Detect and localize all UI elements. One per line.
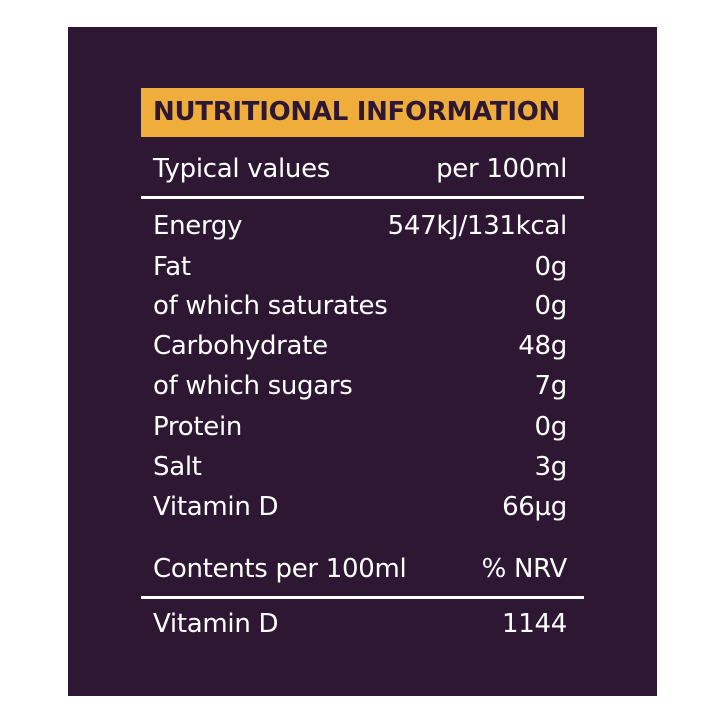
nrv-header-label: Contents per 100ml — [153, 554, 407, 584]
nutrient-label: Fat — [153, 252, 191, 282]
typical-values-row: Typical values per 100ml — [153, 150, 567, 188]
nutrient-value: 48g — [518, 331, 567, 361]
nutrient-row-fat: Fat 0g — [153, 248, 567, 286]
nrv-header-value: % NRV — [481, 554, 568, 584]
nutrient-label: Carbohydrate — [153, 331, 328, 361]
nrv-label: Vitamin D — [153, 609, 279, 639]
nutrient-value: 0g — [534, 412, 568, 442]
nutrient-label: of which saturates — [153, 291, 388, 321]
nutrient-label: Energy — [153, 211, 243, 241]
nutrient-value: 547kJ/131kcal — [387, 211, 568, 241]
title-banner — [141, 88, 584, 137]
typical-values-unit: per 100ml — [436, 154, 567, 184]
nutrient-value: 0g — [534, 252, 568, 282]
nutrient-row-vitamin-d: Vitamin D 66µg — [153, 488, 567, 526]
nutrient-value: 0g — [534, 291, 568, 321]
nutrient-label: Vitamin D — [153, 492, 279, 522]
nutrient-value: 3g — [534, 452, 568, 482]
divider — [141, 596, 584, 599]
nrv-value: 1144 — [502, 609, 567, 639]
nutrient-row-saturates: of which saturates 0g — [153, 287, 567, 325]
nutrient-label: Salt — [153, 452, 202, 482]
divider — [141, 196, 584, 199]
nutrient-label: of which sugars — [153, 371, 353, 401]
nrv-header-row: Contents per 100ml % NRV — [153, 550, 567, 588]
nrv-row-vitamin-d: Vitamin D 1144 — [153, 605, 567, 643]
nutrient-row-salt: Salt 3g — [153, 448, 567, 486]
typical-values-label: Typical values — [153, 154, 331, 184]
nutrient-value: 66µg — [502, 492, 567, 522]
nutrition-panel — [68, 27, 657, 696]
nutrient-row-energy: Energy 547kJ/131kcal — [153, 207, 567, 245]
nutrient-label: Protein — [153, 412, 243, 442]
nutrition-title: NUTRITIONAL INFORMATION — [153, 97, 560, 127]
nutrient-value: 7g — [534, 371, 568, 401]
nutrient-row-sugars: of which sugars 7g — [153, 367, 567, 405]
nutrient-row-protein: Protein 0g — [153, 408, 567, 446]
nutrient-row-carbohydrate: Carbohydrate 48g — [153, 327, 567, 365]
